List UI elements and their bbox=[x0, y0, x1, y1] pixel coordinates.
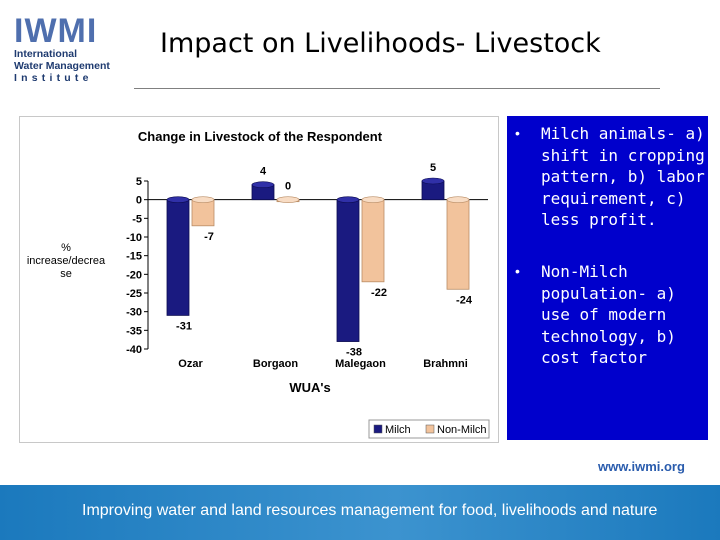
data-label: -24 bbox=[456, 294, 473, 306]
bullet-dot-icon: • bbox=[515, 125, 520, 141]
data-label: 5 bbox=[430, 162, 436, 174]
y-tick-label: 5 bbox=[136, 176, 142, 188]
y-tick-label: -40 bbox=[126, 344, 142, 356]
data-label: -7 bbox=[204, 231, 214, 243]
y-tick-label: -15 bbox=[126, 251, 142, 263]
bar-milch bbox=[166, 199, 190, 316]
y-tick-label: 0 bbox=[136, 195, 142, 207]
data-label: -22 bbox=[371, 287, 387, 299]
data-label: -31 bbox=[176, 320, 192, 332]
logo-line-3: Institute bbox=[14, 72, 93, 84]
bar-cap-milch bbox=[166, 196, 190, 203]
legend-label: Non-Milch bbox=[437, 424, 487, 436]
x-tick-label: Brahmni bbox=[423, 358, 468, 370]
bar-non-milch bbox=[361, 199, 385, 283]
chart-panel: Change in Livestock of the Respondent % i… bbox=[19, 116, 499, 443]
y-tick-label: -5 bbox=[132, 213, 142, 225]
logo-line-1: International bbox=[14, 48, 78, 60]
chart-bars: -31 4 -38 5 -7 0 -22 -24 bbox=[166, 162, 473, 359]
bar-non-milch bbox=[446, 199, 470, 290]
bullet-text-1: Milch animals- a) shift in cropping patt… bbox=[541, 124, 705, 229]
data-label: 0 bbox=[285, 181, 291, 193]
y-axis-label-line: se bbox=[60, 268, 72, 280]
title-divider bbox=[134, 88, 660, 89]
legend-swatch bbox=[373, 424, 383, 434]
website-link[interactable]: www.iwmi.org bbox=[598, 459, 685, 474]
y-tick-label: -20 bbox=[126, 269, 142, 281]
y-tick-label: -30 bbox=[126, 307, 142, 319]
x-tick-label: Malegaon bbox=[335, 358, 386, 370]
logo-wordmark: IWMI bbox=[14, 12, 98, 50]
slide-title: Impact on Livelihoods- Livestock bbox=[160, 28, 601, 59]
chart-axes: 5 0 -5 -10 -15 -20 -25 -30 -35 -40 Ozar Borgaon Male… bbox=[126, 176, 488, 370]
legend-label: Milch bbox=[385, 424, 411, 436]
x-tick-label: Ozar bbox=[178, 358, 203, 370]
bar-cap-non-milch bbox=[191, 196, 215, 203]
bar-cap-milch bbox=[251, 181, 275, 189]
legend-swatch bbox=[425, 424, 435, 434]
y-axis-label-line: % bbox=[61, 242, 71, 254]
bar-cap-non-milch bbox=[276, 196, 300, 203]
bullet-dot-icon: • bbox=[515, 263, 520, 279]
data-label: 4 bbox=[260, 166, 267, 178]
bullet-panel: • Milch animals- a) shift in cropping pa… bbox=[507, 116, 708, 440]
livestock-chart: Change in Livestock of the Respondent %i… bbox=[27, 129, 490, 439]
y-tick-label: -35 bbox=[126, 325, 142, 337]
bar-cap-non-milch bbox=[446, 196, 470, 203]
bar-milch bbox=[336, 199, 360, 342]
bar-cap-non-milch bbox=[361, 196, 385, 203]
x-tick-label: Borgaon bbox=[253, 358, 299, 370]
logo-line-2: Water Management bbox=[14, 60, 110, 72]
bar-cap-milch bbox=[336, 196, 360, 203]
iwmi-logo: IWMI International Water Management Inst… bbox=[14, 14, 118, 86]
x-axis-label: WUA's bbox=[289, 380, 330, 395]
y-tick-label: -25 bbox=[126, 288, 142, 300]
footer-band bbox=[0, 485, 720, 540]
bar-cap-milch bbox=[421, 177, 445, 185]
chart-legend: Milch Non-Milch bbox=[368, 419, 490, 439]
footer-tagline: Improving water and land resources manag… bbox=[82, 502, 658, 519]
y-axis-label-line: increase/decrea bbox=[27, 255, 106, 267]
bullet-text-2: Non-Milch population- a) use of modern t… bbox=[541, 262, 676, 367]
bar-non-milch bbox=[191, 199, 215, 227]
chart-title: Change in Livestock of the Respondent bbox=[138, 129, 383, 144]
y-tick-label: -10 bbox=[126, 232, 142, 244]
data-label: -38 bbox=[346, 347, 362, 359]
